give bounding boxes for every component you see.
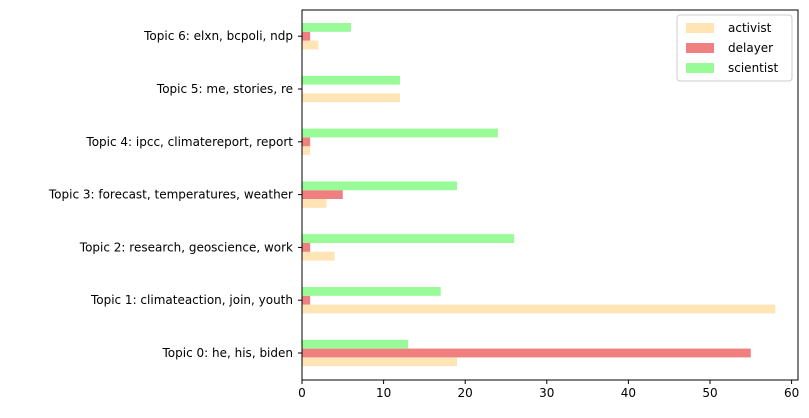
x-tick-label: 0: [298, 386, 306, 400]
bar-activist-topic-4: [302, 146, 311, 155]
bar-scientist-topic-1: [302, 287, 441, 296]
bar-activist-topic-2: [302, 251, 335, 261]
x-tick-label: 10: [376, 386, 391, 400]
bar-delayer-topic-4: [302, 137, 311, 147]
bar-activist-topic-1: [302, 304, 776, 314]
x-axis-ticks: 0 10 20 30 40 50 60: [298, 380, 799, 400]
bar-scientist-topic-3: [302, 181, 458, 191]
legend-label-delayer: delayer: [728, 41, 773, 55]
y-tick-label: Topic 1: climateaction, join, youth: [90, 293, 293, 307]
x-tick-label: 60: [784, 386, 799, 400]
bar-scientist-topic-2: [302, 234, 515, 243]
bar-delayer-topic-3: [302, 190, 343, 199]
legend-label-activist: activist: [728, 21, 772, 35]
bar-activist-topic-5: [302, 93, 400, 103]
bar-scientist-topic-5: [302, 75, 400, 85]
bar-delayer-topic-1: [302, 295, 311, 305]
y-tick-label: Topic 3: forecast, temperatures, weather: [48, 188, 293, 202]
y-tick-label: Topic 2: research, geoscience, work: [79, 240, 293, 254]
bar-delayer-topic-0: [302, 348, 751, 358]
legend-label-scientist: scientist: [728, 61, 778, 75]
bar-scientist-topic-4: [302, 128, 498, 138]
legend-swatch-scientist: [686, 63, 714, 73]
bar-activist-topic-3: [302, 199, 327, 208]
bar-scientist-topic-0: [302, 339, 409, 349]
x-tick-label: 30: [539, 386, 554, 400]
legend-swatch-activist: [686, 23, 714, 33]
bar-activist-topic-0: [302, 357, 458, 367]
bars-layer: [302, 23, 776, 367]
legend-swatch-delayer: [686, 43, 714, 53]
bar-scientist-topic-6: [302, 23, 351, 32]
bar-delayer-topic-6: [302, 31, 311, 41]
y-axis-ticks: Topic 0: he, his, biden Topic 1: climatea…: [48, 29, 302, 360]
y-tick-label: Topic 4: ipcc, climatereport, report: [85, 135, 293, 149]
bar-activist-topic-6: [302, 40, 319, 50]
x-tick-label: 50: [702, 386, 717, 400]
x-tick-label: 20: [458, 386, 473, 400]
y-tick-label: Topic 5: me, stories, re: [156, 82, 293, 96]
y-tick-label: Topic 0: he, his, biden: [162, 346, 293, 360]
x-tick-label: 40: [621, 386, 636, 400]
legend: activist delayer scientist: [676, 14, 793, 82]
y-tick-label: Topic 6: elxn, bcpoli, ndp: [143, 29, 293, 43]
bar-delayer-topic-2: [302, 243, 311, 252]
